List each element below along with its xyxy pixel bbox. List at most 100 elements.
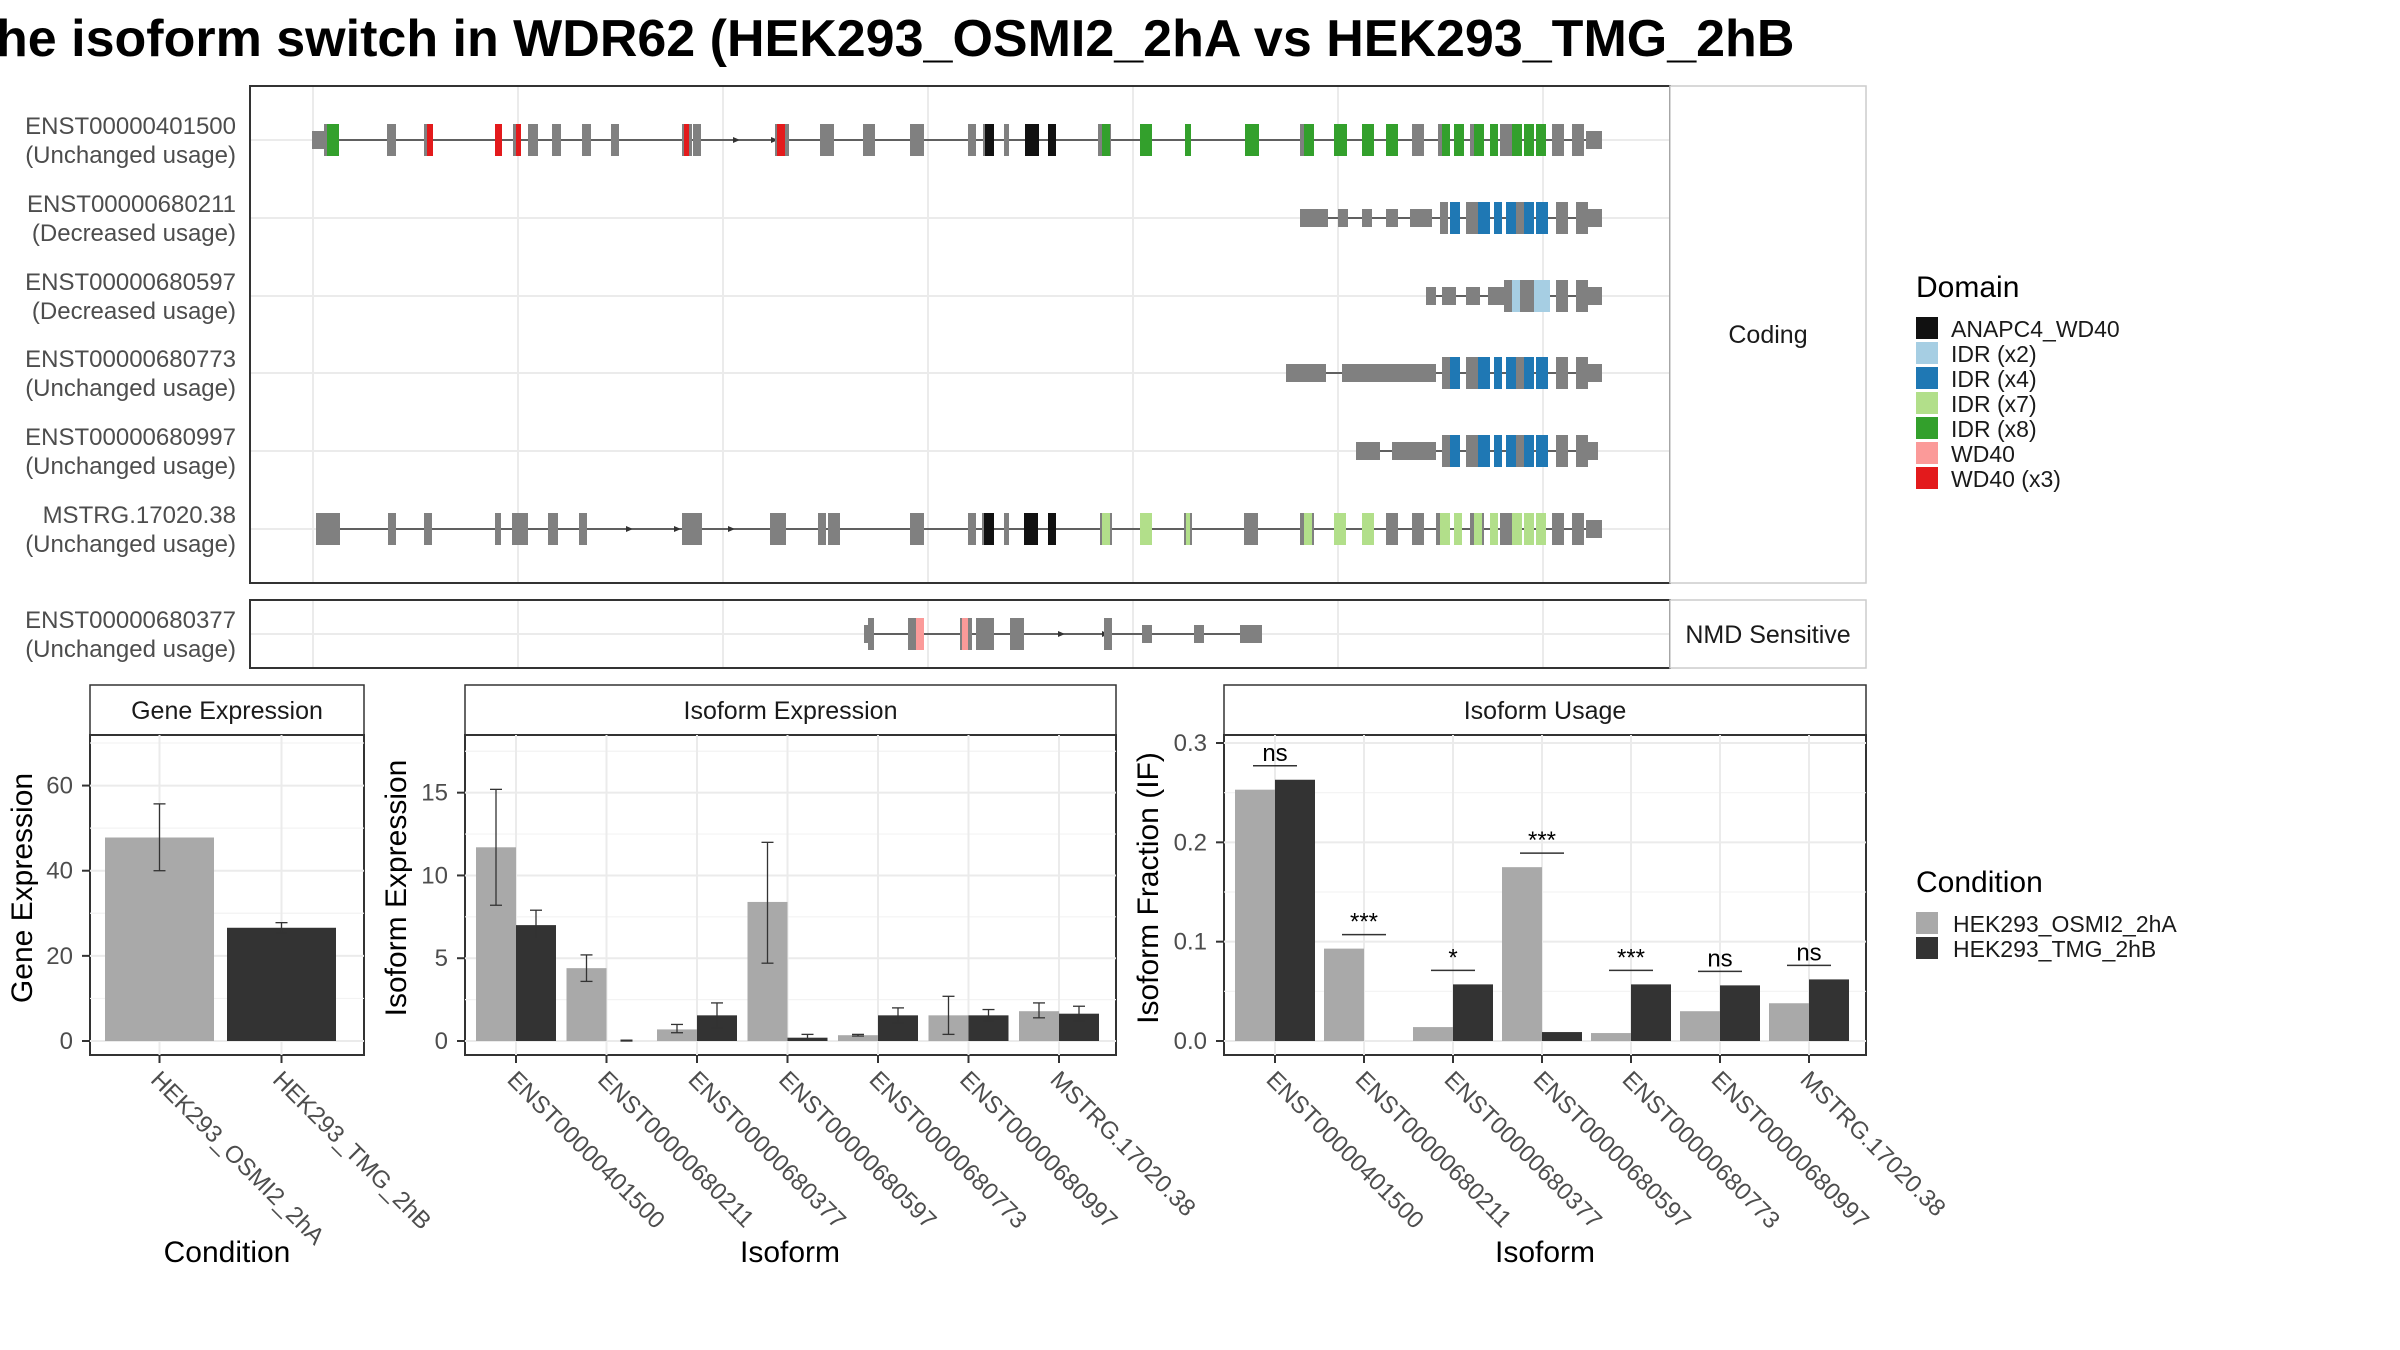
y-tick-label: 0.2: [1174, 829, 1207, 856]
exon-block: [1506, 357, 1516, 389]
exon-block: [863, 124, 875, 156]
panel-strip: [89, 684, 365, 736]
exon-block: [427, 124, 433, 156]
exon-block: [579, 513, 587, 545]
exon-block: [1356, 442, 1380, 460]
exon-block: [611, 124, 619, 156]
intron-direction-arrow: [728, 526, 735, 532]
exon-block: [1442, 124, 1450, 156]
exon-block: [1426, 287, 1436, 305]
y-tick-label: 5: [435, 945, 448, 972]
exon-block: [968, 513, 976, 545]
exon-block: [1542, 280, 1550, 312]
exon-block: [910, 513, 924, 545]
significance-label: ***: [1528, 827, 1556, 854]
exon-block: [1386, 513, 1398, 545]
exon-block: [1440, 513, 1450, 545]
exon-block: [1524, 124, 1534, 156]
intron-direction-arrow: [771, 137, 778, 143]
facet-label-coding: Coding: [1728, 321, 1807, 349]
exon-block: [1102, 124, 1110, 156]
bar: [1324, 948, 1364, 1041]
exon-block: [1556, 357, 1568, 389]
transcript-status-label: (Unchanged usage): [25, 453, 236, 480]
domain-legend-swatch: [1916, 467, 1938, 489]
exon-block: [1524, 357, 1534, 389]
exon-block: [1386, 209, 1398, 227]
condition-legend-swatch: [1916, 912, 1938, 934]
exon-block: [1466, 287, 1480, 305]
exon-block: [1454, 513, 1462, 545]
exon-block: [1478, 202, 1490, 234]
exon-block: [1576, 435, 1588, 467]
exon-block: [1140, 124, 1152, 156]
domain-legend-swatch: [1916, 367, 1938, 389]
significance-label: ns: [1796, 939, 1821, 966]
exon-block: [1240, 625, 1262, 643]
exon-block: [916, 618, 924, 650]
bar: [657, 1029, 697, 1041]
bar-panel: Isoform Expression 0 5 10 15 Isoform Expressi…: [380, 684, 1201, 1269]
x-tick-label: ENST00000680377: [1439, 1066, 1607, 1234]
domain-legend-label: IDR (x7): [1951, 391, 2037, 417]
y-tick-label: 10: [421, 862, 448, 889]
exon-block: [388, 513, 396, 545]
panel-strip-title: Isoform Usage: [1464, 697, 1627, 725]
exon-block: [1520, 280, 1528, 312]
transcript-id-label: ENST00000680377: [25, 607, 236, 634]
bar: [105, 837, 214, 1041]
exon-block: [1466, 435, 1478, 467]
exon-block: [1334, 513, 1346, 545]
panel-strip-title: Isoform Expression: [684, 697, 898, 725]
exon-block: [1488, 287, 1506, 305]
y-axis-label: Isoform Expression: [380, 760, 413, 1017]
transcript-status-label: (Unchanged usage): [25, 531, 236, 558]
exon-block: [1442, 435, 1450, 467]
bar: [1275, 779, 1315, 1041]
exon-block: [1556, 435, 1568, 467]
exon-block: [1494, 357, 1502, 389]
bar: [1809, 979, 1849, 1041]
bar-panel: Gene Expression 0 20 40 60 Gene Expression Con…: [6, 684, 436, 1269]
exon-block: [818, 513, 826, 545]
domain-legend-label: IDR (x4): [1951, 366, 2037, 392]
bar: [1720, 985, 1760, 1041]
exon-block: [1588, 442, 1598, 460]
exon-block: [1386, 124, 1398, 156]
transcript-id-label: ENST00000680997: [25, 424, 236, 451]
x-axis-label: Isoform: [740, 1236, 840, 1269]
exon-block: [1500, 513, 1512, 545]
significance-label: ***: [1617, 944, 1645, 971]
exon-block: [327, 124, 339, 156]
exon-block: [1576, 202, 1588, 234]
exon-block: [1048, 513, 1056, 545]
exon-block: [1524, 513, 1534, 545]
exon-block: [1025, 124, 1039, 156]
exon-block: [1334, 124, 1347, 156]
exon-block: [1490, 513, 1498, 545]
exon-block: [495, 513, 501, 545]
exon-block: [1466, 357, 1478, 389]
exon-block: [1440, 202, 1448, 234]
exon-block: [1474, 513, 1482, 545]
bar: [1769, 1003, 1809, 1041]
exon-block: [1500, 124, 1512, 156]
transcript-status-label: (Decreased usage): [32, 220, 236, 247]
exon-block: [1194, 625, 1204, 643]
exon-block: [1576, 357, 1588, 389]
x-tick-label: ENST00000680377: [683, 1066, 851, 1234]
exon-block: [1450, 202, 1460, 234]
transcript-status-label: (Unchanged usage): [25, 636, 236, 663]
domain-legend-label: ANAPC4_WD40: [1951, 316, 2120, 342]
exon-block: [1506, 202, 1516, 234]
x-tick-label: ENST00000680211: [592, 1066, 759, 1233]
domain-legend-title: Domain: [1916, 271, 2019, 304]
exon-block: [512, 513, 528, 545]
y-axis-label: Isoform Fraction (IF): [1132, 752, 1165, 1024]
y-tick-label: 0: [60, 1028, 73, 1055]
exon-block: [910, 124, 924, 156]
exon-block: [424, 513, 432, 545]
condition-legend-label: HEK293_OSMI2_2hA: [1953, 911, 2177, 937]
